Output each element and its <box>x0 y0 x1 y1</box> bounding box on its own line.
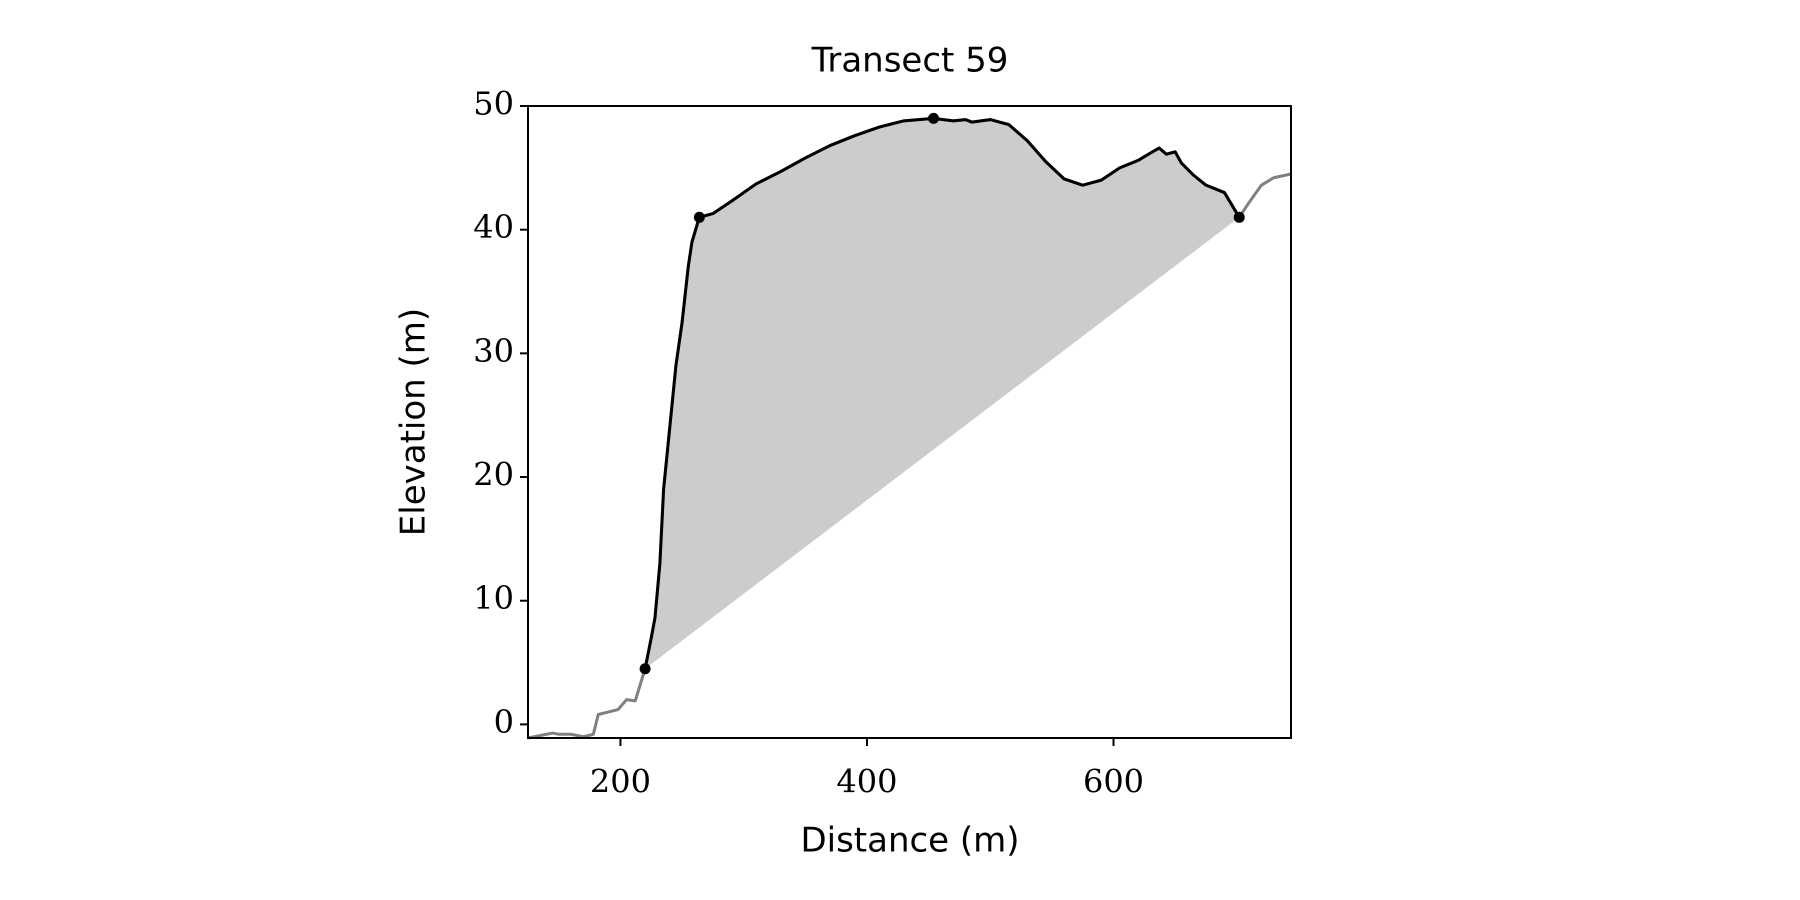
y-tick-label: 0 <box>494 703 514 741</box>
x-axis-label: Distance (m) <box>800 821 1019 861</box>
profile-line <box>643 116 1241 670</box>
plot-frame <box>527 105 1292 739</box>
fill-area <box>645 118 1240 669</box>
marker <box>693 211 705 223</box>
y-tick-label: 50 <box>473 85 514 123</box>
y-tick-label: 10 <box>473 579 514 617</box>
marker <box>639 663 651 675</box>
chart-title: Transect 59 <box>811 41 1009 81</box>
x-tick-label: 600 <box>1083 763 1144 801</box>
x-tick-label: 200 <box>590 763 651 801</box>
y-tick-label: 30 <box>473 332 514 370</box>
y-tick-label: 20 <box>473 456 514 494</box>
y-axis-label: Elevation (m) <box>394 308 434 536</box>
x-tick-label: 400 <box>836 763 897 801</box>
marker <box>1233 211 1245 223</box>
marker <box>928 112 940 124</box>
y-tick-label: 40 <box>473 208 514 246</box>
